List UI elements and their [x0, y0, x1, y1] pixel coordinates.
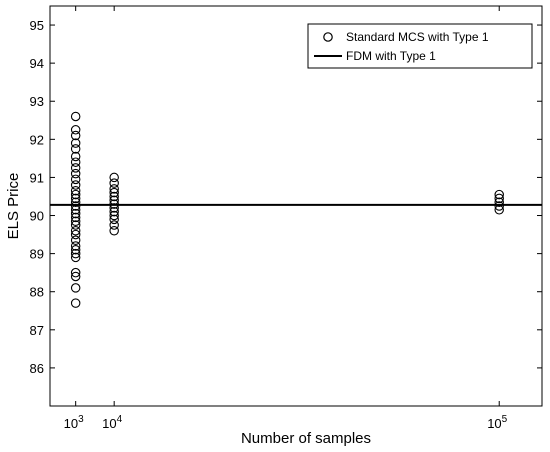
data-point: [70, 271, 81, 282]
data-point: [70, 298, 81, 308]
data-point: [70, 212, 81, 223]
data-point: [70, 197, 81, 207]
data-point: [70, 157, 81, 167]
legend-label-fdm: FDM with Type 1: [346, 49, 436, 63]
data-point: [70, 248, 81, 259]
data-point: [70, 180, 81, 190]
y-tick-label: 95: [30, 18, 44, 33]
data-point: [70, 151, 81, 162]
data-point: [70, 189, 81, 200]
data-point: [70, 283, 81, 293]
data-point: [70, 111, 81, 122]
y-tick-label: 90: [30, 209, 44, 224]
data-point: [494, 189, 504, 200]
data-point: [70, 252, 81, 263]
y-axis-ticks: 86 87 88 89 90 91 92 93 94 95: [30, 18, 542, 376]
plot-area-frame: [49, 5, 543, 407]
y-tick-label: 89: [30, 247, 44, 262]
data-point: [109, 172, 119, 183]
data-point: [70, 130, 81, 141]
y-tick-label: 87: [30, 323, 44, 338]
data-point: [70, 174, 81, 185]
x-axis-title: Number of samples: [241, 430, 371, 447]
data-point: [70, 216, 81, 226]
data-point: [494, 193, 504, 204]
x-tick-label: 105: [487, 414, 507, 431]
y-axis-title: ELS Price: [5, 173, 22, 240]
data-point: [109, 178, 119, 188]
data-point: [109, 203, 119, 213]
data-point: [70, 229, 81, 240]
data-point: [70, 144, 81, 154]
data-point: [109, 187, 119, 198]
data-point: [494, 197, 504, 207]
data-point: [109, 184, 119, 194]
y-tick-label: 92: [30, 132, 44, 147]
data-point: [70, 220, 81, 230]
data-point: [70, 163, 81, 173]
data-point: [70, 201, 81, 211]
data-point: [109, 206, 119, 217]
data-point: [494, 201, 504, 211]
data-point: [70, 193, 81, 204]
data-point: [70, 138, 81, 148]
legend-marker-standard-mcs: [323, 32, 333, 42]
legend-label-standard-mcs: Standard MCS with Type 1: [346, 30, 489, 44]
x-tick-label: 103: [64, 414, 84, 431]
legend: Standard MCS with Type 1 FDM with Type 1: [307, 23, 533, 69]
data-point: [70, 241, 81, 251]
data-point: [70, 168, 81, 179]
data-point: [70, 226, 81, 236]
data-point: [70, 235, 81, 246]
data-point: [109, 226, 119, 236]
data-point: [109, 220, 119, 230]
legend-box: [307, 23, 533, 69]
data-point: [109, 210, 119, 221]
y-tick-label: 93: [30, 94, 44, 109]
y-tick-label: 86: [30, 361, 44, 376]
data-point: [70, 267, 81, 278]
y-tick-label: 94: [30, 56, 44, 71]
data-point: [70, 125, 81, 135]
y-tick-label: 88: [30, 285, 44, 300]
x-axis-ticks: 103 104 105: [64, 6, 508, 431]
data-point: [109, 191, 119, 202]
x-tick-label: 104: [102, 414, 122, 431]
y-tick-label: 91: [30, 170, 44, 185]
data-point: [70, 245, 81, 255]
scatter-points: [70, 111, 504, 308]
data-point: [109, 214, 119, 225]
data-point: [70, 208, 81, 219]
data-point: [70, 186, 81, 196]
